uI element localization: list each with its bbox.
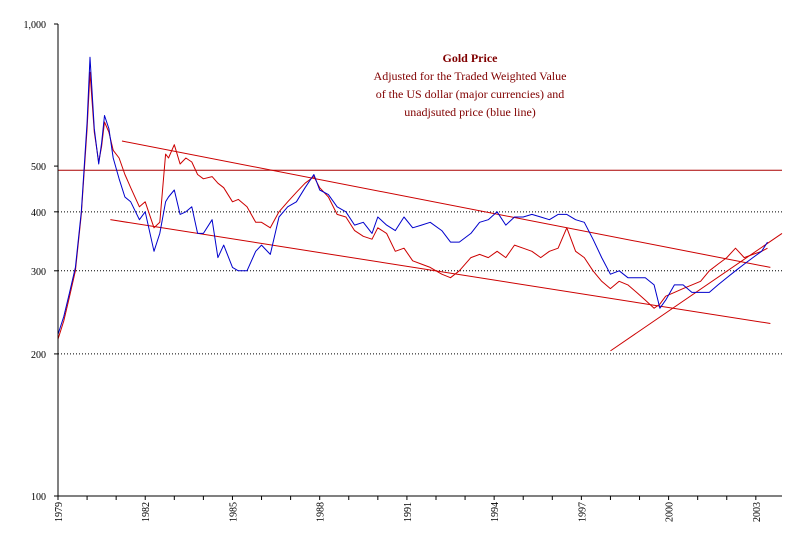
series-line-1 — [57, 71, 768, 340]
y-tick-label-4: 200 — [31, 350, 46, 361]
chart-title: Gold Price — [443, 51, 499, 65]
series-line-0 — [57, 56, 768, 335]
y-tick-label-1: 500 — [31, 162, 46, 173]
y-axis-ticks: 1,000 500 400 300 200 100 — [24, 20, 58, 503]
x-tick-label-5: 1994 — [490, 502, 501, 522]
trend-line-0 — [121, 140, 771, 268]
chart-subtitle-line-2: of the US dollar (major currencies) and — [376, 87, 565, 101]
x-tick-label-8: 2003 — [752, 502, 763, 522]
y-tick-label-2: 400 — [31, 208, 46, 219]
reference-lines — [58, 169, 782, 355]
series-group — [57, 56, 768, 340]
plot-area — [58, 24, 782, 496]
trend-line-1 — [110, 219, 771, 324]
chart-subtitle-line-3: unadjsuted price (blue line) — [404, 105, 536, 119]
x-tick-label-0: 1979 — [54, 502, 65, 522]
x-tick-label-1: 1982 — [141, 502, 152, 522]
y-tick-label-5: 100 — [31, 492, 46, 503]
chart-subtitle-line-1: Adjusted for the Traded Weighted Value — [374, 69, 567, 83]
x-tick-label-3: 1988 — [316, 502, 327, 522]
x-tick-label-7: 2000 — [665, 502, 676, 522]
x-axis-ticks: 1979 1982 1985 1988 1991 1994 1997 2000 2003 — [54, 496, 763, 522]
x-tick-label-4: 1991 — [403, 502, 414, 522]
chart-titles: Gold Price Adjusted for the Traded Weigh… — [374, 51, 567, 119]
x-tick-label-2: 1985 — [228, 502, 239, 522]
y-tick-label-0: 1,000 — [24, 20, 47, 31]
x-tick-label-6: 1997 — [577, 502, 588, 522]
y-tick-label-3: 300 — [31, 267, 46, 278]
